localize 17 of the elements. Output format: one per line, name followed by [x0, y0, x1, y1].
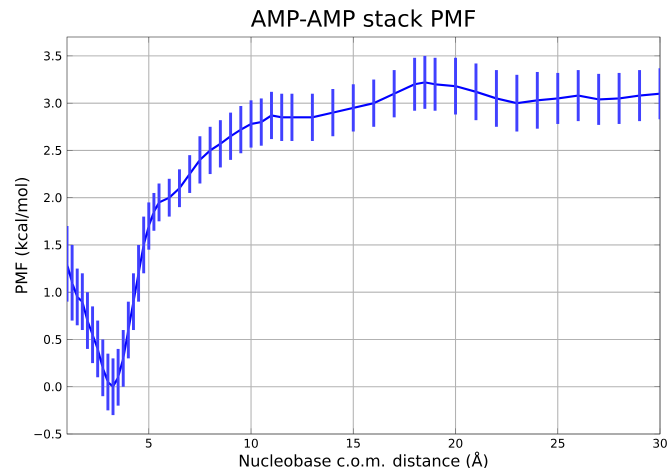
y-tick-label: 2.5: [44, 146, 62, 155]
y-tick-label: 2.0: [44, 193, 62, 202]
x-tick-label: 5: [146, 438, 152, 448]
x-tick-label: 10: [244, 438, 258, 448]
y-tick-label: 1.5: [44, 240, 62, 250]
y-tick-label: 1.0: [44, 288, 62, 297]
y-tick-label: 3.0: [44, 98, 62, 108]
x-tick-label: 30: [653, 438, 667, 448]
y-axis-title: PMF (kcal/mol): [15, 178, 30, 293]
x-tick-label: 15: [346, 438, 360, 448]
y-tick-label: −0.5: [34, 429, 62, 439]
y-tick-label: 0.5: [44, 334, 62, 344]
x-tick-label: 20: [448, 438, 462, 448]
x-tick-label: 25: [551, 438, 564, 448]
chart-title: AMP-AMP stack PMF: [250, 9, 475, 27]
y-tick-label: 0.0: [44, 382, 62, 392]
y-tick-label: 3.5: [44, 51, 62, 60]
